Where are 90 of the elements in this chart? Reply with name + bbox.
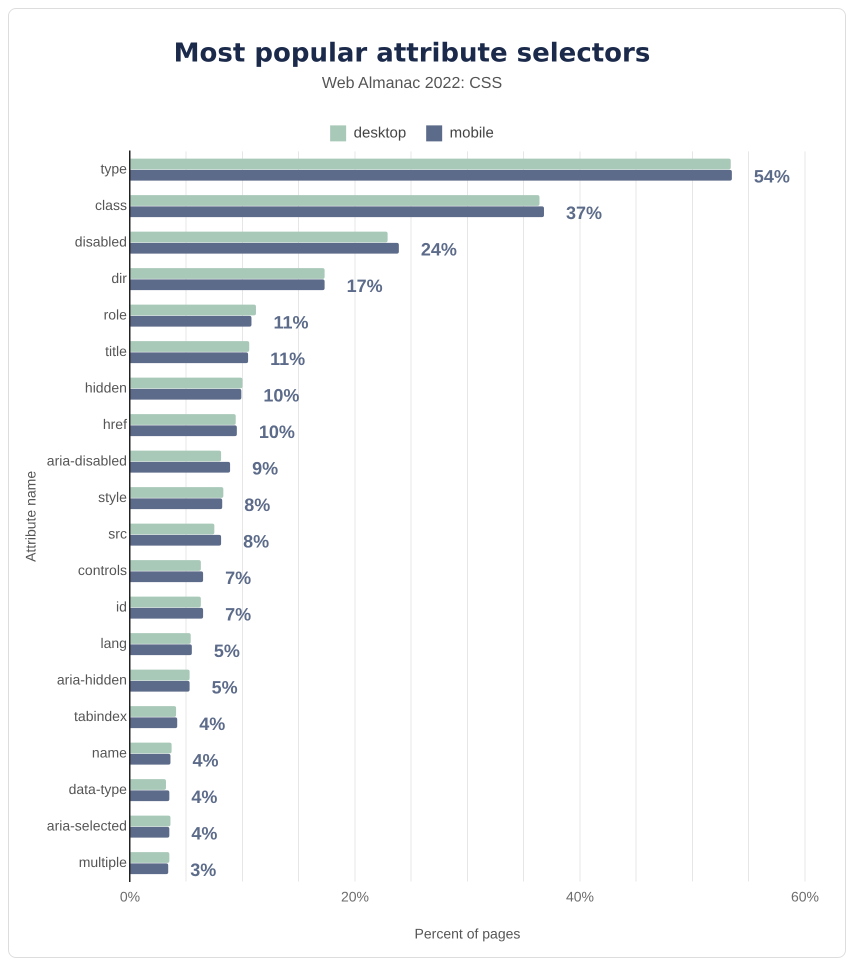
bar [130,498,222,510]
bar [130,596,201,608]
bar [130,206,544,218]
data-label: 54% [754,166,790,186]
bar [130,462,230,473]
bar [130,195,540,206]
bar [130,450,222,462]
y-tick-label: tabindex [74,708,127,724]
y-tick-label: name [92,744,128,761]
data-label: 11% [273,312,309,332]
bar [130,341,250,352]
y-tick-label: aria-hidden [56,672,127,688]
bar [130,534,222,546]
data-label: 10% [258,422,295,442]
bar [130,378,242,388]
bar [130,487,224,498]
y-tick-label: dir [111,270,128,286]
data-label: 3% [190,860,216,880]
x-tick-label: 60% [790,888,820,905]
y-tick-label: title [105,343,128,360]
data-label: 9% [252,458,278,478]
bar [130,680,190,692]
legend-label: mobile [450,124,494,142]
y-tick-label: multiple [78,854,128,870]
data-label: 4% [191,823,218,844]
bar [130,425,237,436]
y-tick-label: data-type [68,781,128,798]
bar [130,633,191,644]
chart-subtitle: Web Almanac 2022: CSS [322,75,502,92]
bar [130,158,731,170]
data-label: 4% [192,750,218,770]
bar [130,706,176,717]
bar [130,560,201,571]
y-tick-label: lang [100,635,127,652]
y-tick-label: id [116,598,127,615]
y-tick-label: aria-disabled [46,452,127,469]
legend-label: desktop [354,124,406,142]
bar [130,790,170,802]
y-tick-label: role [104,306,128,323]
data-label: 37% [566,202,602,223]
data-label: 17% [346,276,383,296]
chart-title: Most popular attribute selectors [174,38,650,68]
data-label: 10% [263,385,300,406]
bar [130,816,170,826]
data-label: 8% [243,531,270,552]
bar [130,232,388,242]
bar [130,742,172,754]
bar [130,242,399,254]
data-label: 11% [270,348,306,369]
bar [130,571,204,582]
y-tick-label: controls [78,562,127,578]
data-label: 4% [199,714,226,734]
y-axis-title: Attribute name [22,470,38,562]
bar [130,608,204,619]
bar [130,717,178,728]
bar [130,388,242,400]
bar [130,670,190,680]
data-label: 7% [225,568,252,588]
y-tick-label: src [108,526,127,542]
bar [130,754,170,765]
bar [130,644,192,656]
bar [130,352,248,364]
data-label: 8% [244,494,270,515]
bar [130,268,325,279]
x-tick-label: 0% [120,888,140,905]
bar [130,279,325,290]
data-label: 4% [191,786,218,807]
bar [130,170,732,181]
bar [130,304,256,316]
bar [130,316,252,327]
y-tick-label: type [100,160,128,177]
y-tick-label: disabled [74,234,127,250]
bar [130,852,170,863]
bar [130,414,236,425]
data-label: 24% [420,239,457,260]
x-tick-label: 20% [340,888,369,905]
y-tick-label: class [95,197,127,214]
y-tick-label: hidden [84,380,127,396]
x-axis-title: Percent of pages [414,925,520,942]
y-tick-label: aria-selected [46,818,127,834]
bar [130,779,166,790]
y-tick-label: href [102,416,128,432]
y-tick-label: style [98,489,128,506]
bar [130,863,168,874]
data-label: 5% [212,677,238,698]
data-label: 7% [225,604,252,624]
bar [130,826,170,838]
data-label: 5% [214,640,240,661]
bar [130,524,214,534]
x-tick-label: 40% [566,888,594,905]
